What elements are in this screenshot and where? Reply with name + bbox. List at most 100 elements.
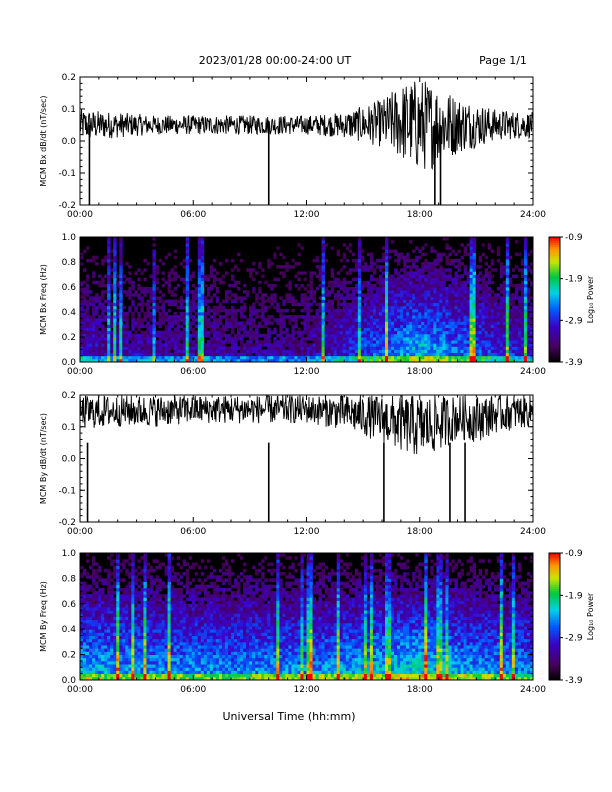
spectrogram-cell	[203, 299, 208, 304]
spectrogram-cell	[110, 603, 114, 608]
spectrogram-cell	[348, 296, 353, 300]
spectrogram-cell	[116, 340, 120, 344]
spectrogram-cell	[122, 330, 126, 335]
spectrogram-cell	[366, 352, 371, 357]
spectrogram-cell	[288, 280, 292, 285]
spectrogram-cell	[409, 349, 413, 354]
spectrogram-cell	[104, 626, 108, 630]
spectrogram-cell	[427, 262, 431, 266]
spectrogram-cell	[445, 262, 449, 266]
spectrogram-cell	[291, 340, 295, 344]
spectrogram-cell	[523, 262, 528, 266]
spectrogram-cell	[372, 340, 377, 344]
spectrogram-cell	[258, 296, 262, 300]
spectrogram-cell	[496, 296, 501, 300]
spectrogram-cell	[131, 349, 135, 354]
spectrogram-cell	[119, 673, 123, 678]
spectrogram-cell	[321, 333, 326, 338]
spectrogram-cell	[448, 262, 452, 266]
spectrogram-cell	[351, 305, 356, 310]
spectrogram-cell	[366, 346, 371, 350]
colorbar-swatch	[549, 291, 560, 294]
spectrogram-cell	[339, 315, 344, 319]
spectrogram-cell	[372, 277, 377, 282]
spectrogram-cell	[472, 305, 477, 310]
spectrogram-cell	[113, 559, 117, 563]
spectrogram-cell	[508, 293, 513, 297]
spectrogram-cell	[478, 258, 483, 263]
spectrogram-cell	[258, 280, 262, 285]
spectrogram-cell	[110, 268, 114, 272]
spectrogram-cell	[92, 346, 96, 350]
spectrogram-cell	[95, 641, 99, 646]
spectrogram-cell	[218, 337, 223, 341]
spectrogram-cell	[360, 305, 365, 310]
spectrogram-cell	[388, 358, 392, 363]
spectrogram-cell	[324, 355, 329, 360]
spectrogram-cell	[125, 333, 129, 338]
spectrogram-cell	[218, 330, 223, 335]
spectrogram-cell	[140, 343, 144, 347]
spectrogram-cell	[345, 352, 350, 357]
spectrogram-cell	[224, 312, 229, 316]
spectrogram-cell	[155, 305, 159, 310]
spectrogram-cell	[110, 258, 114, 263]
spectrogram-cell	[394, 258, 398, 263]
spectrogram-cell	[179, 355, 184, 360]
spectrogram-cell	[86, 358, 90, 363]
spectrogram-cell	[273, 305, 277, 310]
spectrogram-cell	[128, 293, 132, 297]
spectrogram-cell	[149, 340, 153, 344]
spectrogram-cell	[421, 246, 425, 250]
spectrogram-cell	[321, 240, 326, 244]
spectrogram-cell	[246, 358, 250, 363]
spectrogram-cell	[472, 349, 477, 354]
spectrogram-cell	[89, 318, 93, 322]
spectrogram-cell	[143, 315, 147, 319]
spectrogram-cell	[487, 299, 492, 304]
spectrogram-cell	[113, 255, 117, 260]
spectrogram-cell	[511, 318, 516, 322]
spectrogram-cell	[366, 315, 371, 319]
spectrogram-cell	[119, 271, 123, 275]
spectrogram-cell	[215, 352, 220, 357]
spectrogram-cell	[89, 645, 93, 649]
spectrogram-cell	[511, 268, 516, 272]
spectrogram-cell	[457, 296, 461, 300]
spectrogram-cell	[288, 315, 292, 319]
spectrogram-cell	[451, 308, 455, 313]
spectrogram-cell	[409, 305, 413, 310]
spectrogram-cell	[366, 293, 371, 297]
spectrogram-cell	[237, 358, 241, 363]
spectrogram-cell	[203, 302, 208, 307]
spectrogram-cell	[89, 346, 93, 350]
spectrogram-cell	[357, 252, 362, 257]
spectrogram-cell	[125, 670, 129, 675]
spectrogram-cell	[200, 340, 205, 344]
spectrogram-cell	[119, 578, 123, 582]
spectrogram-cell	[424, 274, 428, 279]
spectrogram-cell	[415, 349, 419, 354]
spectrogram-cell	[258, 333, 262, 338]
spectrogram-cell	[360, 312, 365, 316]
spectrogram-cell	[400, 299, 404, 304]
spectrogram-cell	[95, 657, 99, 662]
spectrogram-cell	[240, 346, 244, 350]
spectrogram-cell	[188, 355, 193, 360]
spectrogram-cell	[445, 237, 449, 241]
spectrogram-cell	[215, 299, 220, 304]
spectrogram-cell	[490, 315, 495, 319]
spectrogram-cell	[466, 274, 470, 279]
spectrogram-cell	[224, 318, 229, 322]
spectrogram-cell	[309, 274, 313, 279]
spectrogram-cell	[92, 581, 96, 586]
spectrogram-cell	[209, 308, 214, 313]
spectrogram-cell	[321, 255, 326, 260]
spectrogram-cell	[357, 271, 362, 275]
spectrogram-cell	[282, 302, 286, 307]
spectrogram-cell	[327, 312, 332, 316]
spectrogram-cell	[161, 343, 165, 347]
spectrogram-cell	[445, 312, 449, 316]
spectrogram-cell	[243, 352, 247, 357]
spectrogram-cell	[457, 299, 461, 304]
